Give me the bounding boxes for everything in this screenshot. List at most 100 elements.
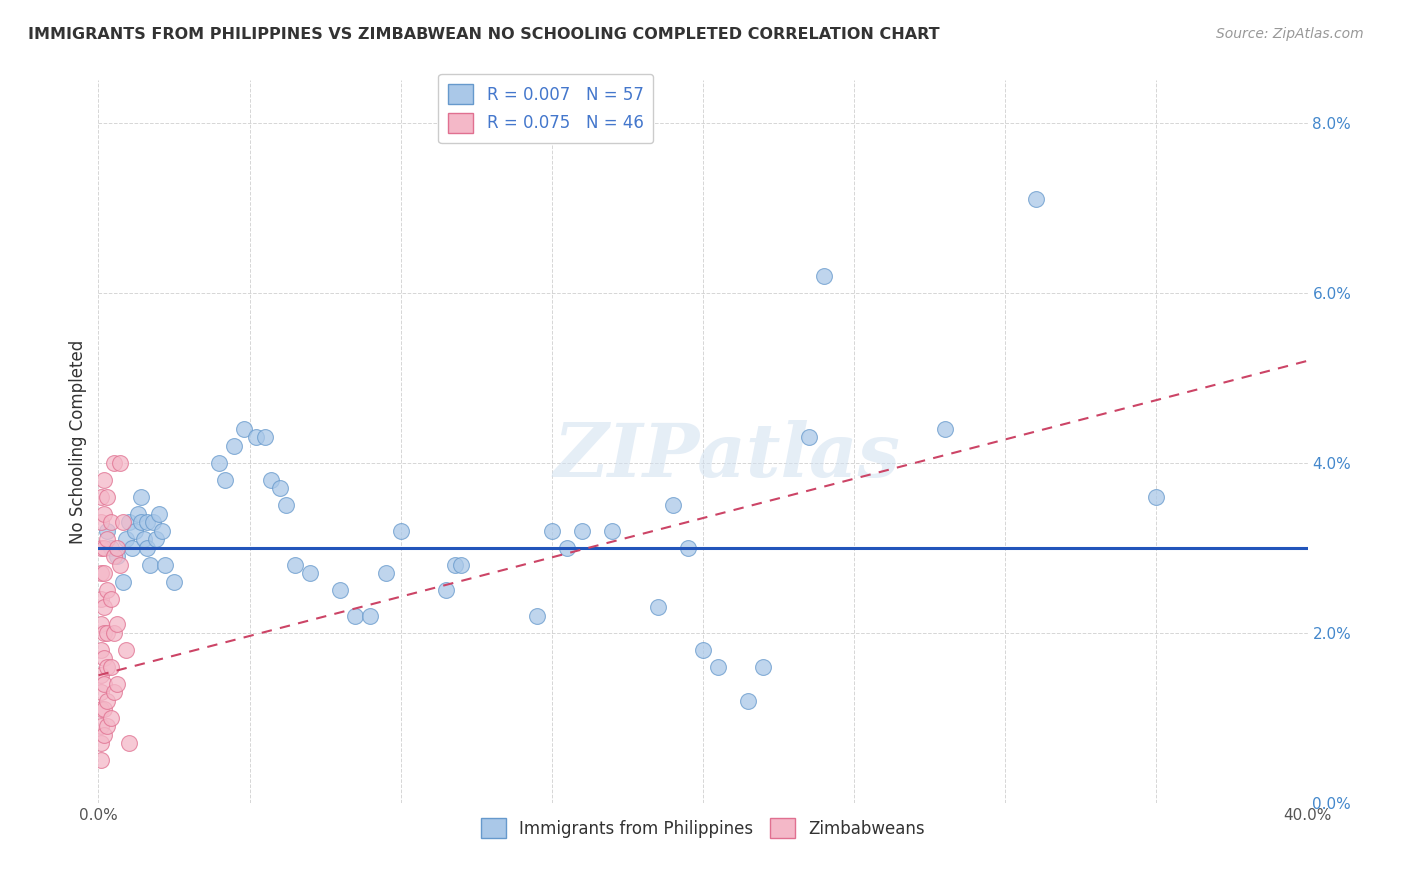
Point xyxy=(661,498,683,512)
Point xyxy=(121,541,143,555)
Point xyxy=(96,490,118,504)
Point xyxy=(96,524,118,538)
Point xyxy=(153,558,176,572)
Point xyxy=(797,430,820,444)
Point xyxy=(90,490,112,504)
Point xyxy=(96,694,118,708)
Point xyxy=(737,694,759,708)
Point xyxy=(90,617,112,632)
Point xyxy=(93,728,115,742)
Point xyxy=(129,516,152,530)
Point xyxy=(150,524,173,538)
Point xyxy=(96,583,118,598)
Point xyxy=(132,533,155,547)
Point xyxy=(148,507,170,521)
Point xyxy=(111,516,134,530)
Point xyxy=(444,558,467,572)
Point xyxy=(90,541,112,555)
Text: IMMIGRANTS FROM PHILIPPINES VS ZIMBABWEAN NO SCHOOLING COMPLETED CORRELATION CHA: IMMIGRANTS FROM PHILIPPINES VS ZIMBABWEA… xyxy=(28,27,939,42)
Point xyxy=(90,719,112,733)
Point xyxy=(540,524,562,538)
Point xyxy=(96,660,118,674)
Point xyxy=(284,558,307,572)
Point xyxy=(127,507,149,521)
Point xyxy=(103,456,125,470)
Point xyxy=(93,473,115,487)
Point xyxy=(139,558,162,572)
Point xyxy=(118,736,141,750)
Point xyxy=(374,566,396,581)
Point xyxy=(224,439,246,453)
Point xyxy=(135,516,157,530)
Point xyxy=(93,677,115,691)
Point xyxy=(93,507,115,521)
Point xyxy=(90,736,112,750)
Point xyxy=(103,549,125,564)
Point xyxy=(434,583,457,598)
Point xyxy=(96,533,118,547)
Point xyxy=(90,591,112,606)
Point xyxy=(108,456,131,470)
Point xyxy=(118,516,141,530)
Point xyxy=(93,625,115,640)
Point xyxy=(100,541,122,555)
Point xyxy=(145,533,167,547)
Point xyxy=(450,558,472,572)
Point xyxy=(1024,192,1046,206)
Point xyxy=(90,516,112,530)
Point xyxy=(245,430,267,444)
Point xyxy=(93,600,115,615)
Point xyxy=(647,600,669,615)
Point xyxy=(114,642,136,657)
Point xyxy=(389,524,412,538)
Point xyxy=(96,719,118,733)
Point xyxy=(96,625,118,640)
Text: Source: ZipAtlas.com: Source: ZipAtlas.com xyxy=(1216,27,1364,41)
Text: ZIPatlas: ZIPatlas xyxy=(554,420,901,492)
Point xyxy=(260,473,283,487)
Point xyxy=(100,591,122,606)
Legend: Immigrants from Philippines, Zimbabweans: Immigrants from Philippines, Zimbabweans xyxy=(474,812,932,845)
Point xyxy=(124,524,146,538)
Point xyxy=(103,625,125,640)
Point xyxy=(90,702,112,716)
Point xyxy=(934,422,956,436)
Point xyxy=(752,660,775,674)
Point xyxy=(111,574,134,589)
Point xyxy=(100,660,122,674)
Point xyxy=(93,651,115,665)
Point xyxy=(100,711,122,725)
Point xyxy=(108,558,131,572)
Point xyxy=(571,524,593,538)
Point xyxy=(103,685,125,699)
Point xyxy=(813,268,835,283)
Point xyxy=(142,516,165,530)
Point xyxy=(105,677,128,691)
Point xyxy=(135,541,157,555)
Point xyxy=(105,541,128,555)
Point xyxy=(129,490,152,504)
Point xyxy=(232,422,254,436)
Point xyxy=(269,481,291,495)
Point xyxy=(90,668,112,682)
Point xyxy=(105,549,128,564)
Point xyxy=(344,608,367,623)
Point xyxy=(93,541,115,555)
Point xyxy=(692,642,714,657)
Point xyxy=(299,566,322,581)
Point xyxy=(90,753,112,767)
Point xyxy=(1144,490,1167,504)
Point xyxy=(360,608,382,623)
Point xyxy=(329,583,352,598)
Point xyxy=(214,473,236,487)
Point xyxy=(208,456,231,470)
Point xyxy=(555,541,578,555)
Point xyxy=(93,702,115,716)
Point xyxy=(93,566,115,581)
Point xyxy=(274,498,297,512)
Y-axis label: No Schooling Completed: No Schooling Completed xyxy=(69,340,87,543)
Point xyxy=(90,642,112,657)
Point xyxy=(253,430,276,444)
Point xyxy=(114,533,136,547)
Point xyxy=(526,608,548,623)
